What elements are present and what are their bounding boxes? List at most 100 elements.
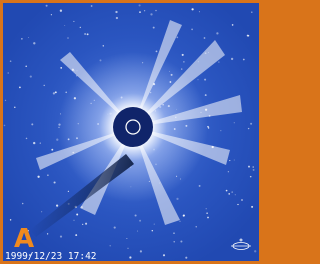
star <box>185 257 187 259</box>
star <box>197 79 198 80</box>
star <box>153 27 155 29</box>
star <box>21 38 22 39</box>
star <box>84 33 86 35</box>
star <box>228 193 230 195</box>
coronagraph-view: A 1999/12/23 17:42 <box>0 0 262 264</box>
star <box>180 221 181 222</box>
star <box>46 5 48 7</box>
star <box>26 138 28 140</box>
star <box>31 123 33 125</box>
star <box>226 190 228 192</box>
star <box>248 128 249 129</box>
star <box>10 219 11 220</box>
star <box>254 250 256 252</box>
occulter <box>113 107 153 147</box>
star <box>33 42 35 44</box>
star <box>116 17 118 19</box>
star <box>183 61 184 62</box>
star <box>247 35 249 37</box>
star <box>139 4 141 6</box>
star <box>55 91 57 93</box>
star <box>173 241 174 242</box>
star <box>248 166 250 168</box>
star <box>205 94 207 96</box>
star <box>40 142 41 143</box>
star <box>114 227 116 229</box>
star <box>251 11 252 12</box>
star <box>60 236 62 238</box>
star <box>4 125 6 127</box>
star <box>74 220 75 221</box>
star <box>47 174 49 176</box>
star <box>140 250 142 252</box>
star <box>37 176 39 178</box>
star <box>19 87 21 89</box>
star <box>51 149 53 151</box>
star <box>155 10 156 11</box>
star <box>154 223 155 224</box>
star <box>10 60 12 62</box>
star <box>150 13 152 15</box>
star <box>229 160 230 161</box>
star <box>163 254 165 256</box>
star <box>235 194 236 195</box>
star <box>250 123 252 125</box>
star <box>196 226 197 227</box>
star <box>220 130 221 131</box>
star <box>33 142 35 144</box>
star <box>241 199 243 201</box>
star <box>82 224 83 225</box>
star <box>75 234 77 236</box>
star <box>30 76 32 78</box>
star <box>115 11 117 13</box>
star <box>207 217 209 219</box>
star <box>182 54 184 56</box>
star <box>25 66 27 68</box>
star <box>173 233 174 234</box>
star <box>252 166 254 168</box>
star <box>234 160 235 161</box>
star <box>91 5 93 7</box>
star <box>231 191 233 193</box>
star <box>60 10 62 12</box>
star <box>206 208 207 209</box>
star <box>237 204 238 205</box>
star <box>67 37 69 39</box>
star <box>139 11 141 13</box>
star <box>56 205 58 207</box>
star <box>208 127 209 128</box>
star <box>56 139 58 141</box>
star <box>156 50 158 52</box>
star <box>204 79 206 81</box>
star <box>231 58 233 60</box>
star <box>28 37 29 38</box>
star <box>54 181 56 183</box>
star <box>234 122 235 123</box>
star <box>53 92 55 94</box>
star <box>232 24 234 26</box>
star <box>137 231 138 232</box>
star <box>176 37 178 39</box>
star <box>139 220 141 222</box>
star <box>204 37 206 39</box>
star <box>103 45 104 46</box>
star <box>126 238 127 239</box>
star <box>22 203 24 205</box>
star <box>176 198 178 200</box>
star <box>191 8 193 10</box>
star <box>44 85 45 86</box>
star <box>8 72 9 73</box>
star <box>199 185 201 187</box>
star <box>68 191 69 192</box>
star <box>41 211 42 212</box>
star <box>80 27 81 28</box>
star <box>129 256 131 258</box>
star <box>135 214 137 216</box>
star <box>250 176 252 178</box>
star <box>199 11 200 12</box>
star <box>127 248 128 249</box>
star <box>183 214 185 216</box>
star <box>180 240 182 242</box>
star <box>73 21 74 22</box>
star <box>152 230 153 231</box>
